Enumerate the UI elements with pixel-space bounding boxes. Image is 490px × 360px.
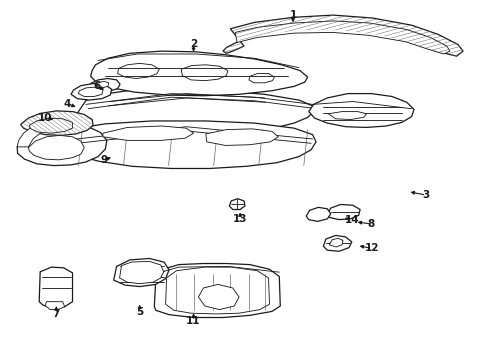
Polygon shape <box>198 284 239 310</box>
Text: 2: 2 <box>190 39 197 49</box>
Polygon shape <box>328 112 367 120</box>
Text: 4: 4 <box>64 99 72 109</box>
Polygon shape <box>17 122 49 147</box>
Polygon shape <box>21 111 93 135</box>
Polygon shape <box>39 267 73 307</box>
Polygon shape <box>28 135 84 160</box>
Polygon shape <box>323 235 352 251</box>
Polygon shape <box>114 258 169 287</box>
Text: 11: 11 <box>186 316 201 326</box>
Polygon shape <box>91 51 308 96</box>
Text: 1: 1 <box>290 10 296 20</box>
Polygon shape <box>71 84 112 100</box>
Polygon shape <box>78 87 103 96</box>
Polygon shape <box>329 238 343 247</box>
Polygon shape <box>120 261 164 284</box>
Text: 3: 3 <box>423 190 430 200</box>
Text: 13: 13 <box>233 214 247 224</box>
Polygon shape <box>229 199 245 210</box>
Polygon shape <box>45 302 65 310</box>
Polygon shape <box>118 63 159 78</box>
Polygon shape <box>91 78 120 91</box>
Text: 10: 10 <box>38 113 52 123</box>
Polygon shape <box>309 94 414 127</box>
Polygon shape <box>206 129 278 145</box>
Polygon shape <box>29 118 73 133</box>
Polygon shape <box>249 73 274 83</box>
Text: 12: 12 <box>365 243 380 253</box>
Text: 8: 8 <box>368 219 375 229</box>
Polygon shape <box>97 81 109 88</box>
Polygon shape <box>103 126 194 140</box>
Text: 14: 14 <box>344 215 359 225</box>
Polygon shape <box>181 65 228 81</box>
Text: 9: 9 <box>100 155 107 165</box>
Polygon shape <box>327 204 360 220</box>
Polygon shape <box>77 89 314 135</box>
Polygon shape <box>17 124 107 166</box>
Text: 7: 7 <box>52 309 60 319</box>
Polygon shape <box>235 21 450 54</box>
Polygon shape <box>306 207 331 221</box>
Polygon shape <box>223 15 463 56</box>
Text: 6: 6 <box>94 81 100 91</box>
Polygon shape <box>166 267 270 314</box>
Polygon shape <box>59 121 316 168</box>
Polygon shape <box>154 264 280 318</box>
Text: 5: 5 <box>136 307 143 318</box>
